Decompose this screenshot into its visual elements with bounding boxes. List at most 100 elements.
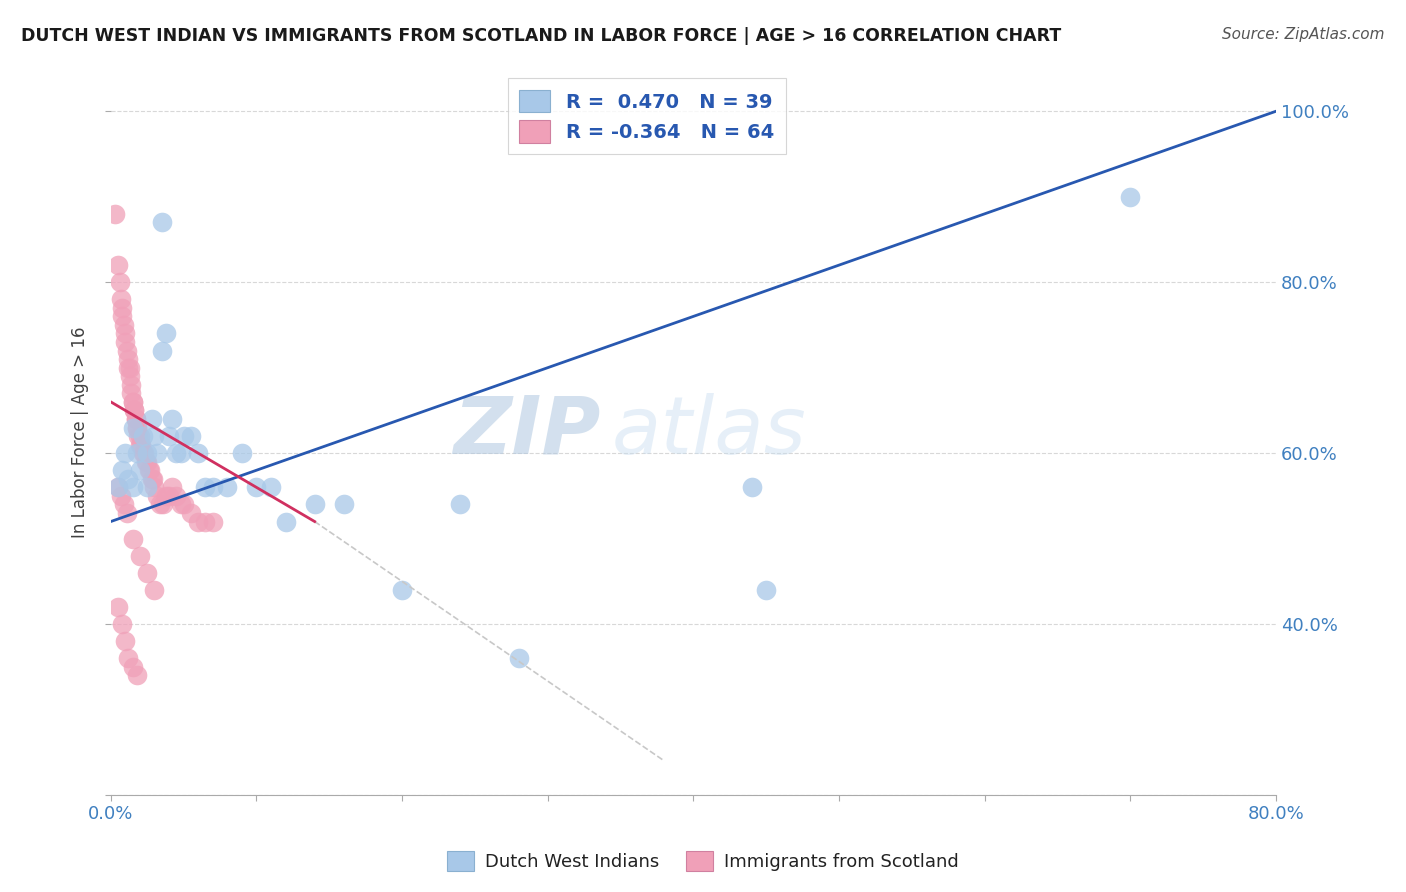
Point [125, 446, 148, 460]
Point [741, 480, 763, 494]
Point [122, 403, 145, 417]
Point [124, 412, 146, 426]
Point [134, 446, 156, 460]
Point [160, 412, 183, 426]
Point [150, 215, 173, 229]
Point [117, 360, 139, 375]
Point [125, 668, 148, 682]
Point [141, 412, 163, 426]
Point [152, 498, 174, 512]
Point [115, 343, 138, 358]
Point [150, 343, 173, 358]
Point [112, 318, 135, 332]
Point [110, 293, 132, 307]
Point [274, 515, 297, 529]
Point [114, 326, 136, 341]
Point [132, 446, 155, 460]
Point [142, 472, 165, 486]
Point [121, 660, 143, 674]
Point [187, 515, 209, 529]
Point [755, 582, 778, 597]
Point [138, 463, 160, 477]
Point [107, 258, 129, 272]
Point [157, 429, 180, 443]
Point [121, 395, 143, 409]
Point [111, 301, 134, 315]
Point [157, 489, 180, 503]
Point [125, 420, 148, 434]
Point [170, 498, 193, 512]
Point [110, 489, 132, 503]
Point [108, 275, 131, 289]
Text: ZIP: ZIP [453, 392, 600, 471]
Point [165, 446, 187, 460]
Point [141, 472, 163, 486]
Point [132, 429, 155, 443]
Point [180, 429, 202, 443]
Point [107, 600, 129, 615]
Point [155, 489, 177, 503]
Point [139, 463, 162, 477]
Point [127, 429, 149, 443]
Point [194, 480, 217, 494]
Point [146, 489, 169, 503]
Point [124, 412, 146, 426]
Legend: Dutch West Indians, Immigrants from Scotland: Dutch West Indians, Immigrants from Scot… [440, 844, 966, 879]
Point [1119, 190, 1142, 204]
Point [122, 403, 145, 417]
Point [111, 310, 134, 324]
Point [111, 617, 134, 632]
Point [120, 386, 142, 401]
Point [194, 515, 217, 529]
Point [155, 326, 177, 341]
Text: DUTCH WEST INDIAN VS IMMIGRANTS FROM SCOTLAND IN LABOR FORCE | AGE > 16 CORRELAT: DUTCH WEST INDIAN VS IMMIGRANTS FROM SCO… [21, 27, 1062, 45]
Point [136, 455, 159, 469]
Point [245, 480, 267, 494]
Point [146, 446, 169, 460]
Point [149, 498, 172, 512]
Point [129, 549, 152, 563]
Point [129, 463, 152, 477]
Point [107, 480, 129, 494]
Point [143, 429, 166, 443]
Point [143, 582, 166, 597]
Point [173, 498, 195, 512]
Point [143, 480, 166, 494]
Point [136, 446, 159, 460]
Point [129, 429, 152, 443]
Point [121, 395, 143, 409]
Point [125, 420, 148, 434]
Point [508, 651, 530, 665]
Point [114, 446, 136, 460]
Point [115, 506, 138, 520]
Y-axis label: In Labor Force | Age > 16: In Labor Force | Age > 16 [72, 326, 89, 538]
Point [135, 455, 157, 469]
Point [180, 506, 202, 520]
Point [333, 498, 356, 512]
Point [449, 498, 471, 512]
Point [136, 566, 159, 580]
Point [165, 489, 187, 503]
Point [117, 651, 139, 665]
Legend: R =  0.470   N = 39, R = -0.364   N = 64: R = 0.470 N = 39, R = -0.364 N = 64 [508, 78, 786, 154]
Text: atlas: atlas [612, 392, 807, 471]
Point [129, 437, 152, 451]
Point [117, 352, 139, 367]
Point [121, 480, 143, 494]
Text: Source: ZipAtlas.com: Source: ZipAtlas.com [1222, 27, 1385, 42]
Point [118, 369, 141, 384]
Point [120, 377, 142, 392]
Point [114, 334, 136, 349]
Point [304, 498, 326, 512]
Point [136, 480, 159, 494]
Point [231, 446, 253, 460]
Point [107, 480, 129, 494]
Point [160, 480, 183, 494]
Point [121, 420, 143, 434]
Point [111, 463, 134, 477]
Point [131, 437, 153, 451]
Point [118, 360, 141, 375]
Point [260, 480, 283, 494]
Point [170, 446, 193, 460]
Point [112, 498, 135, 512]
